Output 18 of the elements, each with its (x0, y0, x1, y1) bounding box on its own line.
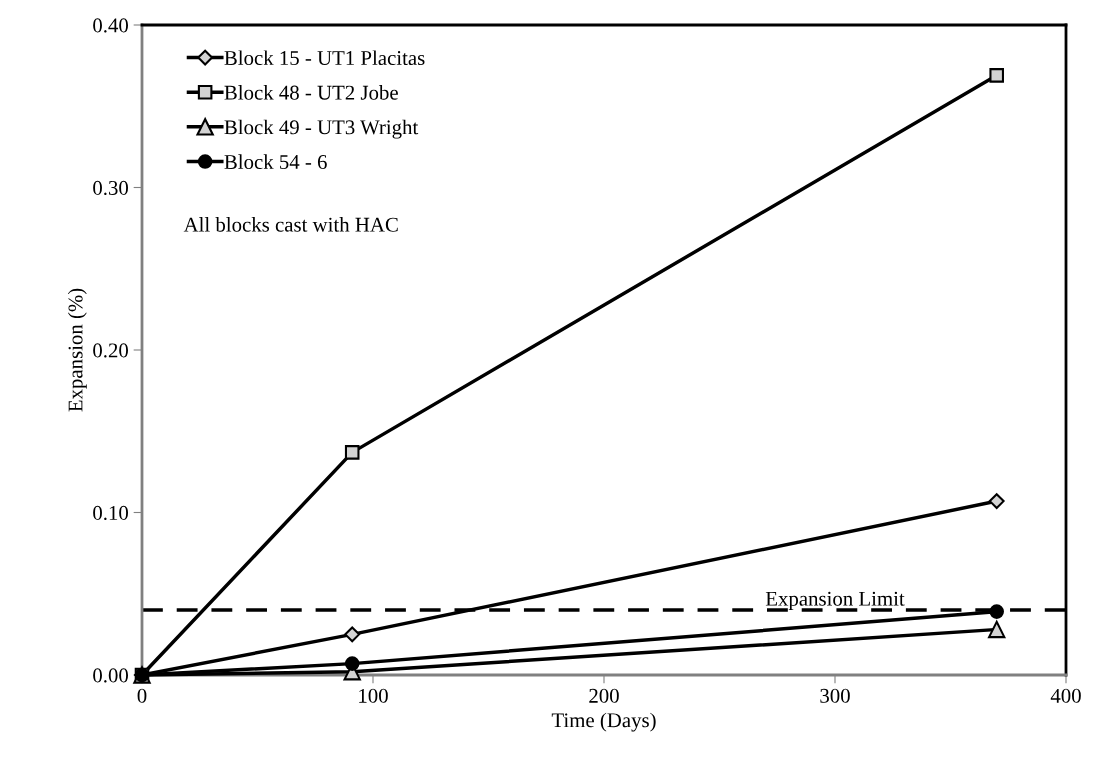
y-axis-title: Expansion (%) (67, 288, 87, 412)
legend-label: Block 49 - UT3 Wright (224, 119, 419, 139)
x-tick-label: 300 (820, 688, 850, 703)
y-tick-label: 0.20 (93, 343, 129, 358)
y-tick-label: 0.30 (93, 180, 129, 196)
x-tick-label: 200 (589, 688, 619, 703)
x-tick-label: 400 (1050, 688, 1081, 703)
y-tick-label: 0.00 (93, 668, 129, 683)
x-tick-label: 0 (137, 688, 147, 703)
legend-label: Block 48 - UT2 Jobe (224, 85, 398, 100)
legend-label: Block 15 - UT1 Placitas (224, 50, 425, 66)
x-tick-label: 100 (359, 688, 388, 703)
y-tick-label: 0.10 (93, 505, 129, 521)
y-tick-label: 0.40 (93, 18, 129, 33)
ref-line-label: Expansion Limit (765, 591, 905, 610)
x-axis-title: Time (Days) (551, 712, 656, 732)
annotation: All blocks cast with HAC (183, 217, 398, 232)
legend-label: Block 54 - 6 (224, 154, 327, 170)
